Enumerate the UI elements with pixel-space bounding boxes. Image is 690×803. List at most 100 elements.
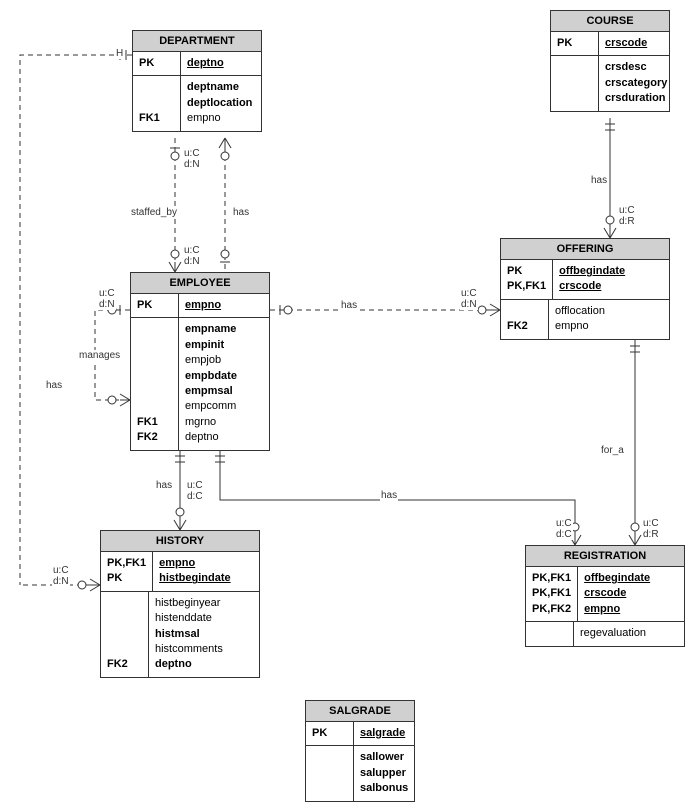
attr: empno — [584, 602, 678, 617]
cardinality-label: u:C d:R — [642, 518, 660, 540]
attr: mgrno — [185, 415, 263, 430]
entity-section: FK1deptnamedeptlocationempno — [133, 76, 261, 130]
entity-title: DEPARTMENT — [133, 31, 261, 52]
attr: histcomments — [155, 642, 253, 657]
entity-section: PK empno — [131, 294, 269, 318]
entity-course: COURSEPK crscode crsdesccrscategorycrsdura… — [550, 10, 670, 112]
entity-offering: OFFERINGPK PK,FK1offbegindatecrscode FK2… — [500, 238, 670, 340]
entity-section: PK,FK1 PK,FK1 PK,FK2offbegindatecrscodee… — [526, 567, 684, 622]
cardinality-label: u:C d:C — [555, 518, 573, 540]
entity-department: DEPARTMENTPKdeptno FK1deptnamedeptlocati… — [132, 30, 262, 132]
cardinality-label: u:C d:N — [52, 565, 70, 587]
cardinality-label: u:C d:N — [183, 245, 201, 267]
entity-title: SALGRADE — [306, 701, 414, 722]
attr: empbdate — [185, 369, 263, 384]
attr: deptno — [187, 56, 255, 71]
attr-col: crscode — [599, 32, 669, 55]
attr: empno — [185, 298, 263, 313]
attr: crsduration — [605, 91, 667, 106]
entity-section: FK2histbeginyearhistenddatehistmsalhistc… — [101, 592, 259, 677]
entity-section: PK deptno — [133, 52, 261, 76]
pk-col — [306, 746, 354, 800]
attr: salbonus — [360, 781, 408, 796]
cardinality-label: u:C d:R — [618, 205, 636, 227]
attr-col: sallowersaluppersalbonus — [354, 746, 414, 800]
attr: empname — [185, 322, 263, 337]
attr: empcomm — [185, 399, 263, 414]
entity-section: PK salgrade — [306, 722, 414, 746]
attr: offlocation — [555, 304, 663, 319]
edge-dept-h-left — [20, 55, 132, 585]
attr-col: offbegindatecrscode — [553, 260, 669, 299]
attr: histbeginyear — [155, 596, 253, 611]
attr: crsdesc — [605, 60, 667, 75]
pk-col: PK,FK1 PK — [101, 552, 153, 591]
attr: histenddate — [155, 611, 253, 626]
pk-col: PK — [131, 294, 179, 317]
attr-col: offlocationempno — [549, 300, 669, 339]
attr-col: empnohistbegindate — [153, 552, 259, 591]
cardinality-label: u:C d:N — [183, 148, 201, 170]
attr: salgrade — [360, 726, 408, 741]
edge-label: has — [45, 380, 63, 391]
entity-section: regevaluation — [526, 622, 684, 645]
attr-col: histbeginyearhistenddatehistmsalhistcomm… — [149, 592, 259, 677]
edge-label: H — [115, 48, 124, 59]
attr: crscode — [605, 36, 663, 51]
pk-col: PK,FK1 PK,FK1 PK,FK2 — [526, 567, 578, 621]
entity-registration: REGISTRATIONPK,FK1 PK,FK1 PK,FK2offbegin… — [525, 545, 685, 647]
cardinality-label: u:C d:N — [98, 288, 116, 310]
entity-section: FK1 FK2empnameempinitempjobempbdateempms… — [131, 318, 269, 449]
attr-col: empno — [179, 294, 269, 317]
attr: empjob — [185, 353, 263, 368]
attr: histbegindate — [159, 571, 253, 586]
pk-col: PK PK,FK1 — [501, 260, 553, 299]
edge-label: has — [590, 175, 608, 186]
attr: crscode — [584, 586, 678, 601]
edge-label: has — [155, 480, 173, 491]
cardinality-label: u:C d:C — [186, 480, 204, 502]
entity-title: EMPLOYEE — [131, 273, 269, 294]
attr: crscode — [559, 279, 663, 294]
attr: empinit — [185, 338, 263, 353]
cardinality-label: u:C d:N — [460, 288, 478, 310]
attr: crscategory — [605, 76, 667, 91]
entity-section: crsdesccrscategorycrsduration — [551, 56, 669, 110]
edge-label: has — [340, 300, 358, 311]
entity-title: OFFERING — [501, 239, 669, 260]
pk-col: FK1 — [133, 76, 181, 130]
attr-col: regevaluation — [574, 622, 684, 645]
pk-col — [551, 56, 599, 110]
pk-col: PK — [306, 722, 354, 745]
attr: offbegindate — [584, 571, 678, 586]
pk-col — [526, 622, 574, 645]
attr: deptname — [187, 80, 255, 95]
attr: regevaluation — [580, 626, 678, 641]
pk-col: PK — [551, 32, 599, 55]
entity-history: HISTORYPK,FK1 PKempnohistbegindate FK2hi… — [100, 530, 260, 678]
entity-employee: EMPLOYEEPKempno FK1 FK2empnameempinitemp… — [130, 272, 270, 451]
entity-section: PK PK,FK1offbegindatecrscode — [501, 260, 669, 300]
entity-section: PK,FK1 PKempnohistbegindate — [101, 552, 259, 592]
attr: deptlocation — [187, 96, 255, 111]
edge-label: has — [380, 490, 398, 501]
entity-title: HISTORY — [101, 531, 259, 552]
attr: empno — [159, 556, 253, 571]
pk-col: PK — [133, 52, 181, 75]
attr: sallower — [360, 750, 408, 765]
entity-salgrade: SALGRADEPK salgrade sallowersaluppersalbon… — [305, 700, 415, 802]
pk-col: FK2 — [101, 592, 149, 677]
pk-col: FK1 FK2 — [131, 318, 179, 449]
edge-label: has — [232, 207, 250, 218]
attr-col: offbegindatecrscodeempno — [578, 567, 684, 621]
attr: empno — [187, 111, 255, 126]
edge-label: manages — [78, 350, 121, 361]
attr-col: crsdesccrscategorycrsduration — [599, 56, 673, 110]
attr-col: deptnamedeptlocationempno — [181, 76, 261, 130]
entity-section: sallowersaluppersalbonus — [306, 746, 414, 800]
entity-title: COURSE — [551, 11, 669, 32]
entity-title: REGISTRATION — [526, 546, 684, 567]
attr: salupper — [360, 766, 408, 781]
attr: deptno — [185, 430, 263, 445]
attr-col: deptno — [181, 52, 261, 75]
